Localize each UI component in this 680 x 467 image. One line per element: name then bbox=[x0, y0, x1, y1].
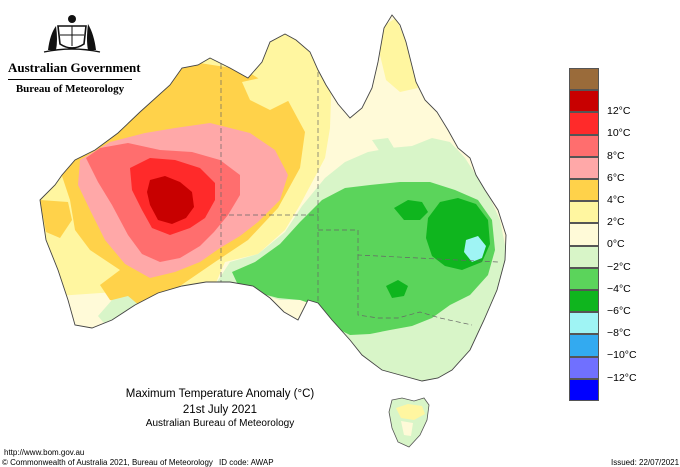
map-caption: Maximum Temperature Anomaly (°C) 21st Ju… bbox=[120, 388, 320, 429]
legend-swatch bbox=[569, 134, 599, 157]
legend-swatch bbox=[569, 179, 599, 202]
legend-swatch bbox=[569, 156, 599, 179]
legend-label: −12°C bbox=[607, 371, 637, 384]
legend-label: 12°C bbox=[607, 105, 631, 118]
map-title: Maximum Temperature Anomaly (°C) bbox=[125, 388, 315, 400]
legend-swatch bbox=[569, 223, 599, 246]
coat-of-arms-icon bbox=[43, 15, 101, 53]
legend-label: −4°C bbox=[607, 282, 631, 295]
legend-label: −8°C bbox=[607, 327, 631, 340]
footer-id-code: ID code: AWAP bbox=[219, 458, 274, 467]
legend-label: 4°C bbox=[607, 194, 625, 206]
legend-swatch bbox=[569, 267, 599, 290]
government-name: Australian Government bbox=[8, 60, 141, 75]
legend-swatch bbox=[569, 201, 599, 224]
legend-swatch bbox=[569, 356, 599, 379]
legend-label: 8°C bbox=[607, 149, 625, 162]
footer-copyright: © Commonwealth of Australia 2021, Bureau… bbox=[2, 458, 213, 467]
legend-label: −6°C bbox=[607, 305, 631, 317]
legend-swatch bbox=[569, 245, 599, 268]
legend-label: 10°C bbox=[607, 127, 631, 140]
legend-label: −10°C bbox=[607, 349, 637, 362]
legend-label: 6°C bbox=[607, 171, 625, 184]
legend-swatch bbox=[569, 90, 599, 113]
map-credit: Australian Bureau of Meteorology bbox=[145, 418, 295, 429]
legend-swatch bbox=[569, 312, 599, 335]
legend-label: 0°C bbox=[607, 238, 625, 251]
legend-label: −2°C bbox=[607, 260, 631, 273]
government-branding: Australian Government Bureau of Meteorol… bbox=[8, 10, 141, 95]
legend-swatch bbox=[569, 112, 599, 135]
legend-label: 2°C bbox=[607, 216, 625, 229]
map-date: 21st July 2021 bbox=[182, 404, 258, 416]
legend-swatch bbox=[569, 378, 599, 401]
legend-swatch bbox=[569, 290, 599, 313]
tasmania bbox=[388, 397, 430, 448]
bureau-name: Bureau of Meteorology bbox=[15, 83, 125, 95]
legend-swatch bbox=[569, 68, 599, 91]
footer-url[interactable]: http://www.bom.gov.au bbox=[4, 448, 85, 457]
footer-issued: Issued: 22/07/2021 bbox=[611, 458, 680, 467]
legend-swatch bbox=[569, 334, 599, 357]
